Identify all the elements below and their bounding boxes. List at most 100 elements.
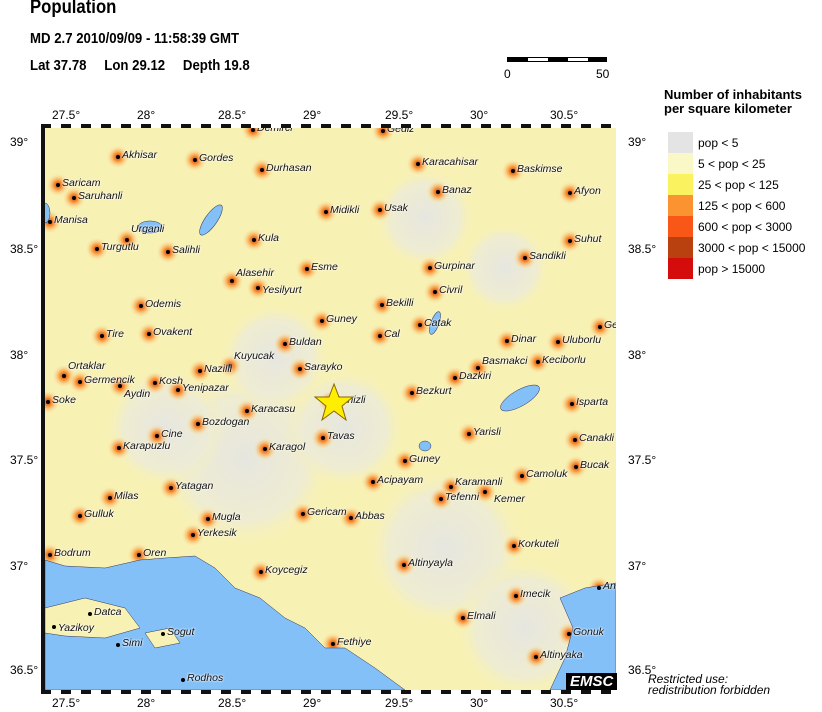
city-marker	[380, 303, 384, 307]
city-marker	[449, 485, 453, 489]
city-marker	[402, 563, 406, 567]
city-label: Gediz	[387, 128, 415, 135]
lon-tick-label: 29°	[303, 108, 322, 122]
latitude: Lat 37.78	[30, 57, 87, 74]
city-marker	[260, 168, 264, 172]
city-label: Rodhos	[187, 672, 224, 684]
city-marker	[511, 169, 515, 173]
city-label: Gordes	[199, 152, 234, 164]
city-label: Akhisar	[122, 149, 158, 161]
city-label: Turgutlu	[101, 241, 139, 253]
low-density-area	[375, 168, 475, 268]
city-marker	[331, 642, 335, 646]
city-marker	[301, 512, 305, 516]
lon-tick-label: 27.5°	[52, 108, 81, 122]
lat-tick-label: 38°	[10, 348, 29, 362]
city-label: Kemer	[494, 493, 525, 505]
lon-tick-label: 28°	[137, 696, 156, 710]
city-marker	[118, 384, 122, 388]
lon-tick-label: 30.5°	[550, 108, 579, 122]
city-label: Aydin	[124, 388, 151, 400]
city-marker	[505, 339, 509, 343]
city-marker	[166, 250, 170, 254]
city-label: Fethiye	[337, 636, 372, 648]
city-label: Saricam	[62, 177, 101, 189]
city-label: Ovakent	[153, 326, 193, 338]
restriction-line1: Restricted use:	[648, 672, 729, 686]
city-label: Odemis	[145, 298, 182, 310]
city-marker	[520, 474, 524, 478]
city-label: Alasehir	[236, 267, 274, 279]
city-marker	[230, 279, 234, 283]
city-marker	[95, 247, 99, 251]
legend-swatch	[668, 174, 693, 195]
city-marker	[467, 432, 471, 436]
city-label: Demirci	[257, 128, 293, 134]
city-marker	[410, 391, 414, 395]
city-label: Koycegiz	[265, 564, 308, 576]
city-label: Sandikli	[529, 250, 566, 262]
legend-item: pop > 15000	[668, 258, 805, 279]
city-marker	[48, 553, 52, 557]
city-label: Soke	[52, 394, 76, 406]
legend-item: 25 < pop < 125	[668, 174, 805, 195]
city-marker	[416, 162, 420, 166]
city-label: Germencik	[84, 374, 135, 386]
city-marker	[597, 586, 601, 590]
legend-item: 3000 < pop < 15000	[668, 237, 805, 258]
lat-tick-label: 37.5°	[628, 453, 657, 467]
city-marker	[439, 497, 443, 501]
city-marker	[161, 632, 165, 636]
lat-tick-label: 36.5°	[10, 663, 39, 677]
city-label: Afyon	[574, 185, 601, 197]
city-marker	[48, 220, 52, 224]
city-marker	[198, 369, 202, 373]
city-marker	[283, 342, 287, 346]
longitude: Lon 29.12	[104, 57, 166, 74]
city-label: Karacahisar	[422, 156, 479, 168]
city-label: Bucak	[580, 459, 610, 471]
city-label: Tavas	[327, 430, 355, 442]
legend-swatch	[668, 216, 693, 237]
depth: Depth 19.8	[182, 57, 250, 74]
city-marker	[256, 286, 260, 290]
legend-label: 3000 < pop < 15000	[698, 240, 806, 255]
city-marker	[147, 332, 151, 336]
city-label: Suhut	[574, 233, 602, 245]
city-marker	[436, 190, 440, 194]
city-label: Bodrum	[54, 547, 91, 559]
city-marker	[196, 422, 200, 426]
city-label: Yarisli	[473, 426, 501, 438]
city-marker	[321, 436, 325, 440]
city-marker	[176, 388, 180, 392]
city-label: Kuyucak	[234, 350, 275, 362]
lon-tick-label: 27.5°	[52, 696, 81, 710]
lat-tick-label: 37°	[628, 559, 647, 573]
city-label: An	[603, 580, 616, 592]
city-label: Catak	[424, 317, 452, 329]
lon-tick-label: 30.5°	[550, 696, 579, 710]
city-marker	[324, 210, 328, 214]
city-marker	[52, 625, 56, 629]
city-marker	[191, 533, 195, 537]
lat-tick-label: 38.5°	[628, 242, 657, 256]
legend-swatch	[668, 132, 693, 153]
city-marker	[259, 570, 263, 574]
city-marker	[381, 129, 385, 133]
legend-title-line2: per square kilometer	[664, 101, 792, 116]
city-marker	[181, 678, 185, 682]
city-marker	[78, 514, 82, 518]
city-label: Bekilli	[386, 297, 414, 309]
city-label: Ge	[604, 319, 616, 331]
city-label: Urganli	[131, 223, 165, 235]
city-marker	[512, 544, 516, 548]
city-marker	[116, 155, 120, 159]
city-marker	[320, 319, 324, 323]
city-label: Elmali	[467, 610, 496, 622]
city-marker	[155, 434, 159, 438]
city-label: Nazilli	[204, 363, 233, 375]
city-label: Salihli	[172, 244, 201, 256]
scale-bar	[507, 57, 607, 62]
city-label: Bezkurt	[416, 385, 452, 397]
lon-tick-label: 28°	[137, 108, 156, 122]
